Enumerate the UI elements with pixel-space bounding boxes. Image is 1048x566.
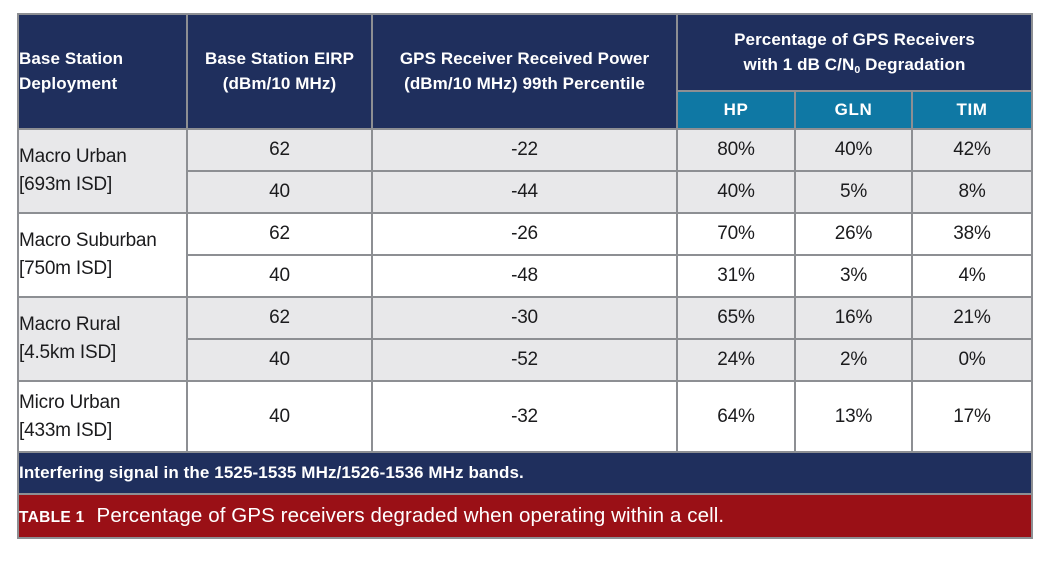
gln-cell: 3% bbox=[794, 254, 913, 298]
eirp-cell: 62 bbox=[186, 296, 373, 340]
hp-cell: 24% bbox=[676, 338, 796, 382]
gln-cell: 40% bbox=[794, 128, 913, 172]
subheader-tim: TIM bbox=[910, 90, 1034, 130]
power-cell: -32 bbox=[371, 380, 678, 453]
power-cell: -26 bbox=[371, 212, 678, 256]
tim-cell: 0% bbox=[910, 338, 1034, 382]
gln-cell: 5% bbox=[794, 170, 913, 214]
gln-cell: 2% bbox=[794, 338, 913, 382]
deployment-name: Macro Rural bbox=[19, 314, 121, 336]
cn0-subscript: 0 bbox=[854, 64, 861, 77]
hp-cell: 80% bbox=[676, 128, 796, 172]
power-cell: -52 bbox=[371, 338, 678, 382]
hp-cell: 65% bbox=[676, 296, 796, 340]
degradation-line2-suffix: Degradation bbox=[860, 54, 966, 74]
tim-cell: 42% bbox=[910, 128, 1034, 172]
degradation-line1: Percentage of GPS Receivers bbox=[734, 29, 975, 49]
hp-cell: 70% bbox=[676, 212, 796, 256]
hp-cell: 31% bbox=[676, 254, 796, 298]
power-cell: -22 bbox=[371, 128, 678, 172]
power-cell: -44 bbox=[371, 170, 678, 214]
header-eirp: Base Station EIRP (dBm/10 MHz) bbox=[186, 13, 373, 130]
interference-note: Interfering signal in the 1525-1535 MHz/… bbox=[16, 451, 1034, 495]
power-cell: -30 bbox=[371, 296, 678, 340]
eirp-cell: 40 bbox=[186, 380, 373, 453]
caption-text: Percentage of GPS receivers degraded whe… bbox=[96, 504, 725, 527]
deployment-label-macro-rural: Macro Rural [4.5km ISD] bbox=[17, 296, 188, 382]
deployment-isd: [750m ISD] bbox=[19, 258, 113, 279]
header-received-power: GPS Receiver Received Power (dBm/10 MHz)… bbox=[371, 13, 678, 130]
gln-cell: 16% bbox=[794, 296, 913, 340]
tim-cell: 4% bbox=[910, 254, 1034, 298]
table-row: Micro Urban [433m ISD] 40 -32 64% 13% 17… bbox=[17, 380, 1034, 453]
deployment-label-macro-urban: Macro Urban [693m ISD] bbox=[17, 128, 188, 214]
gps-degradation-table: Base Station Deployment Base Station EIR… bbox=[16, 13, 1034, 539]
eirp-cell: 40 bbox=[186, 338, 373, 382]
deployment-name: Micro Urban bbox=[19, 391, 121, 413]
table-row: Macro Urban [693m ISD] 62 -22 80% 40% 42… bbox=[17, 128, 1034, 214]
table-row: 40 -52 24% 2% 0% bbox=[18, 338, 1034, 382]
caption-row: TABLE 1 Percentage of GPS receivers degra… bbox=[16, 493, 1034, 539]
caption-tag: TABLE 1 bbox=[19, 509, 85, 526]
gln-cell: 13% bbox=[794, 380, 913, 453]
header-deployment: Base Station Deployment bbox=[17, 13, 188, 130]
table-row: 40 -44 40% 5% 8% bbox=[18, 170, 1034, 214]
table-row: Macro Rural [4.5km ISD] 62 -30 65% 16% 2… bbox=[17, 296, 1034, 382]
deployment-isd: [4.5km ISD] bbox=[19, 342, 117, 363]
note-row: Interfering signal in the 1525-1535 MHz/… bbox=[16, 451, 1034, 495]
tim-cell: 8% bbox=[910, 170, 1034, 214]
eirp-cell: 62 bbox=[186, 212, 373, 256]
tim-cell: 17% bbox=[910, 380, 1034, 453]
power-cell: -48 bbox=[371, 254, 678, 298]
table-caption: TABLE 1 Percentage of GPS receivers degra… bbox=[16, 493, 1034, 539]
degradation-line2-prefix: with 1 dB C/N bbox=[743, 54, 855, 74]
header-row: Base Station Deployment Base Station EIR… bbox=[17, 13, 1034, 130]
deployment-isd: [693m ISD] bbox=[19, 174, 113, 195]
hp-cell: 40% bbox=[676, 170, 796, 214]
hp-cell: 64% bbox=[676, 380, 796, 453]
eirp-cell: 40 bbox=[186, 254, 373, 298]
subheader-gln: GLN bbox=[794, 90, 913, 130]
subheader-row: HP GLN TIM bbox=[18, 90, 1034, 130]
gln-cell: 26% bbox=[794, 212, 913, 256]
eirp-cell: 62 bbox=[186, 128, 373, 172]
deployment-name: Macro Urban bbox=[19, 146, 127, 168]
deployment-isd: [433m ISD] bbox=[19, 419, 113, 441]
eirp-cell: 40 bbox=[186, 170, 373, 214]
subheader-hp: HP bbox=[676, 90, 796, 130]
deployment-label-macro-suburban: Macro Suburban [750m ISD] bbox=[17, 212, 188, 298]
table-row: Macro Suburban [750m ISD] 62 -26 70% 26%… bbox=[17, 212, 1034, 298]
header-degradation-group: Percentage of GPS Receivers with 1 dB C/… bbox=[675, 13, 1034, 92]
tim-cell: 21% bbox=[910, 296, 1034, 340]
tim-cell: 38% bbox=[910, 212, 1034, 256]
deployment-label-micro-urban: Micro Urban [433m ISD] bbox=[17, 380, 188, 453]
table-row: 40 -48 31% 3% 4% bbox=[18, 254, 1034, 298]
deployment-name: Macro Suburban bbox=[19, 230, 157, 252]
